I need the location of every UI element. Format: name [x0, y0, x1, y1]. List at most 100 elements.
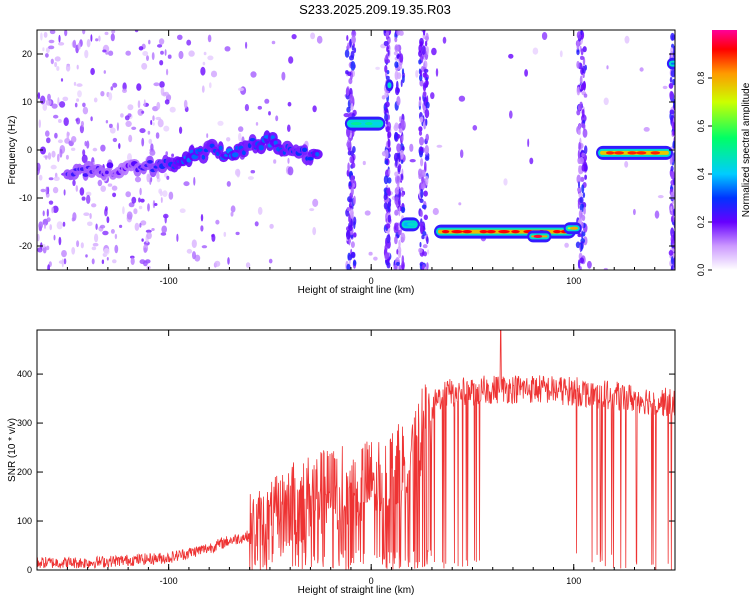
noise-speckle [147, 130, 151, 135]
broadband-streak [383, 202, 388, 210]
broadband-streak [671, 171, 675, 180]
noise-speckle [122, 206, 125, 215]
noise-speckle [508, 53, 514, 59]
ridge-mark [147, 160, 153, 164]
broadband-streak [422, 244, 428, 249]
broadband-streak [669, 90, 674, 99]
broadband-streak [385, 53, 389, 60]
broadband-streak [386, 188, 391, 195]
ridge-mark [201, 154, 206, 160]
broadband-streak [423, 91, 427, 97]
noise-speckle [58, 236, 62, 246]
noise-speckle [59, 101, 66, 108]
noise-speckle [86, 194, 91, 204]
noise-speckle [128, 134, 133, 143]
noise-speckle [73, 81, 77, 86]
noise-speckle [159, 60, 164, 66]
ridge-mark [106, 162, 114, 169]
chart-title: S233.2025.209.19.35.R03 [299, 2, 451, 17]
broadband-streak [421, 45, 426, 55]
broadband-streak [576, 174, 581, 184]
y-tick-label: 300 [17, 418, 32, 428]
noise-speckle [91, 203, 97, 208]
ridge-mark [273, 140, 278, 146]
noise-speckle [45, 99, 52, 106]
noise-speckle [58, 119, 62, 123]
broadband-streak [349, 208, 354, 217]
broadband-streak [577, 200, 580, 209]
broadband-streak [346, 263, 351, 270]
broadband-streak [394, 171, 399, 177]
broadband-streak [398, 239, 401, 248]
noise-speckle [529, 157, 534, 165]
broadband-streak [394, 236, 398, 245]
broadband-streak [423, 60, 428, 69]
y-tick-label: 100 [17, 516, 32, 526]
broadband-streak [578, 124, 581, 129]
broadband-streak [423, 68, 429, 73]
broadband-streak [384, 252, 390, 260]
noise-speckle [159, 190, 163, 197]
broadband-streak [347, 254, 353, 261]
noise-speckle [75, 185, 79, 192]
broadband-streak [399, 116, 402, 123]
colorbar-tick-label: 0.0 [696, 264, 706, 277]
broadband-streak [398, 191, 401, 200]
broadband-streak [350, 61, 356, 71]
noise-speckle [203, 51, 207, 56]
noise-speckle [503, 178, 508, 186]
broadband-streak [424, 36, 429, 41]
noise-speckle [245, 41, 248, 49]
broadband-streak [400, 232, 406, 243]
broadband-streak [577, 149, 581, 159]
noise-speckle [109, 123, 113, 129]
noise-speckle [131, 196, 137, 204]
noise-speckle [110, 86, 114, 91]
broadband-streak [353, 260, 357, 266]
noise-speckle [458, 202, 462, 206]
noise-speckle [112, 259, 117, 264]
noise-speckle [38, 221, 43, 229]
noise-speckle [50, 164, 57, 170]
noise-speckle [186, 248, 193, 254]
noise-speckle [61, 250, 67, 258]
broadband-streak [582, 80, 586, 91]
noise-speckle [255, 122, 259, 126]
noise-speckle [230, 211, 234, 217]
noise-speckle [268, 111, 271, 116]
noise-speckle [127, 153, 132, 162]
noise-speckle [160, 50, 164, 55]
broadband-streak [672, 130, 675, 136]
snr-frame [36, 329, 676, 571]
broadband-streak [424, 108, 430, 119]
broadband-streak [398, 128, 403, 134]
noise-speckle [49, 30, 56, 35]
broadband-streak [425, 79, 429, 88]
broadband-streak [349, 93, 353, 100]
broadband-streak [576, 40, 580, 51]
noise-speckle [54, 61, 58, 68]
broadband-streak [399, 149, 404, 160]
noise-speckle [201, 245, 208, 249]
broadband-streak [351, 113, 355, 118]
noise-speckle [82, 149, 86, 157]
noise-speckle [119, 224, 123, 228]
broadband-streak [425, 101, 430, 109]
y-axis-label: Frequency (Hz) [7, 116, 18, 185]
band-core [364, 122, 373, 126]
noise-speckle [141, 110, 145, 114]
noise-speckle [37, 92, 41, 100]
broadband-streak [426, 46, 429, 55]
broadband-streak [426, 262, 429, 270]
noise-speckle [224, 46, 231, 52]
broadband-streak [580, 242, 583, 252]
broadband-streak [583, 206, 586, 215]
broadband-streak [579, 75, 583, 85]
noise-speckle [148, 39, 151, 45]
noise-speckle [63, 189, 66, 196]
noise-speckle [234, 168, 241, 176]
broadband-streak [393, 51, 398, 56]
broadband-streak [347, 42, 350, 51]
noise-speckle [72, 39, 77, 49]
noise-speckle [147, 203, 150, 212]
